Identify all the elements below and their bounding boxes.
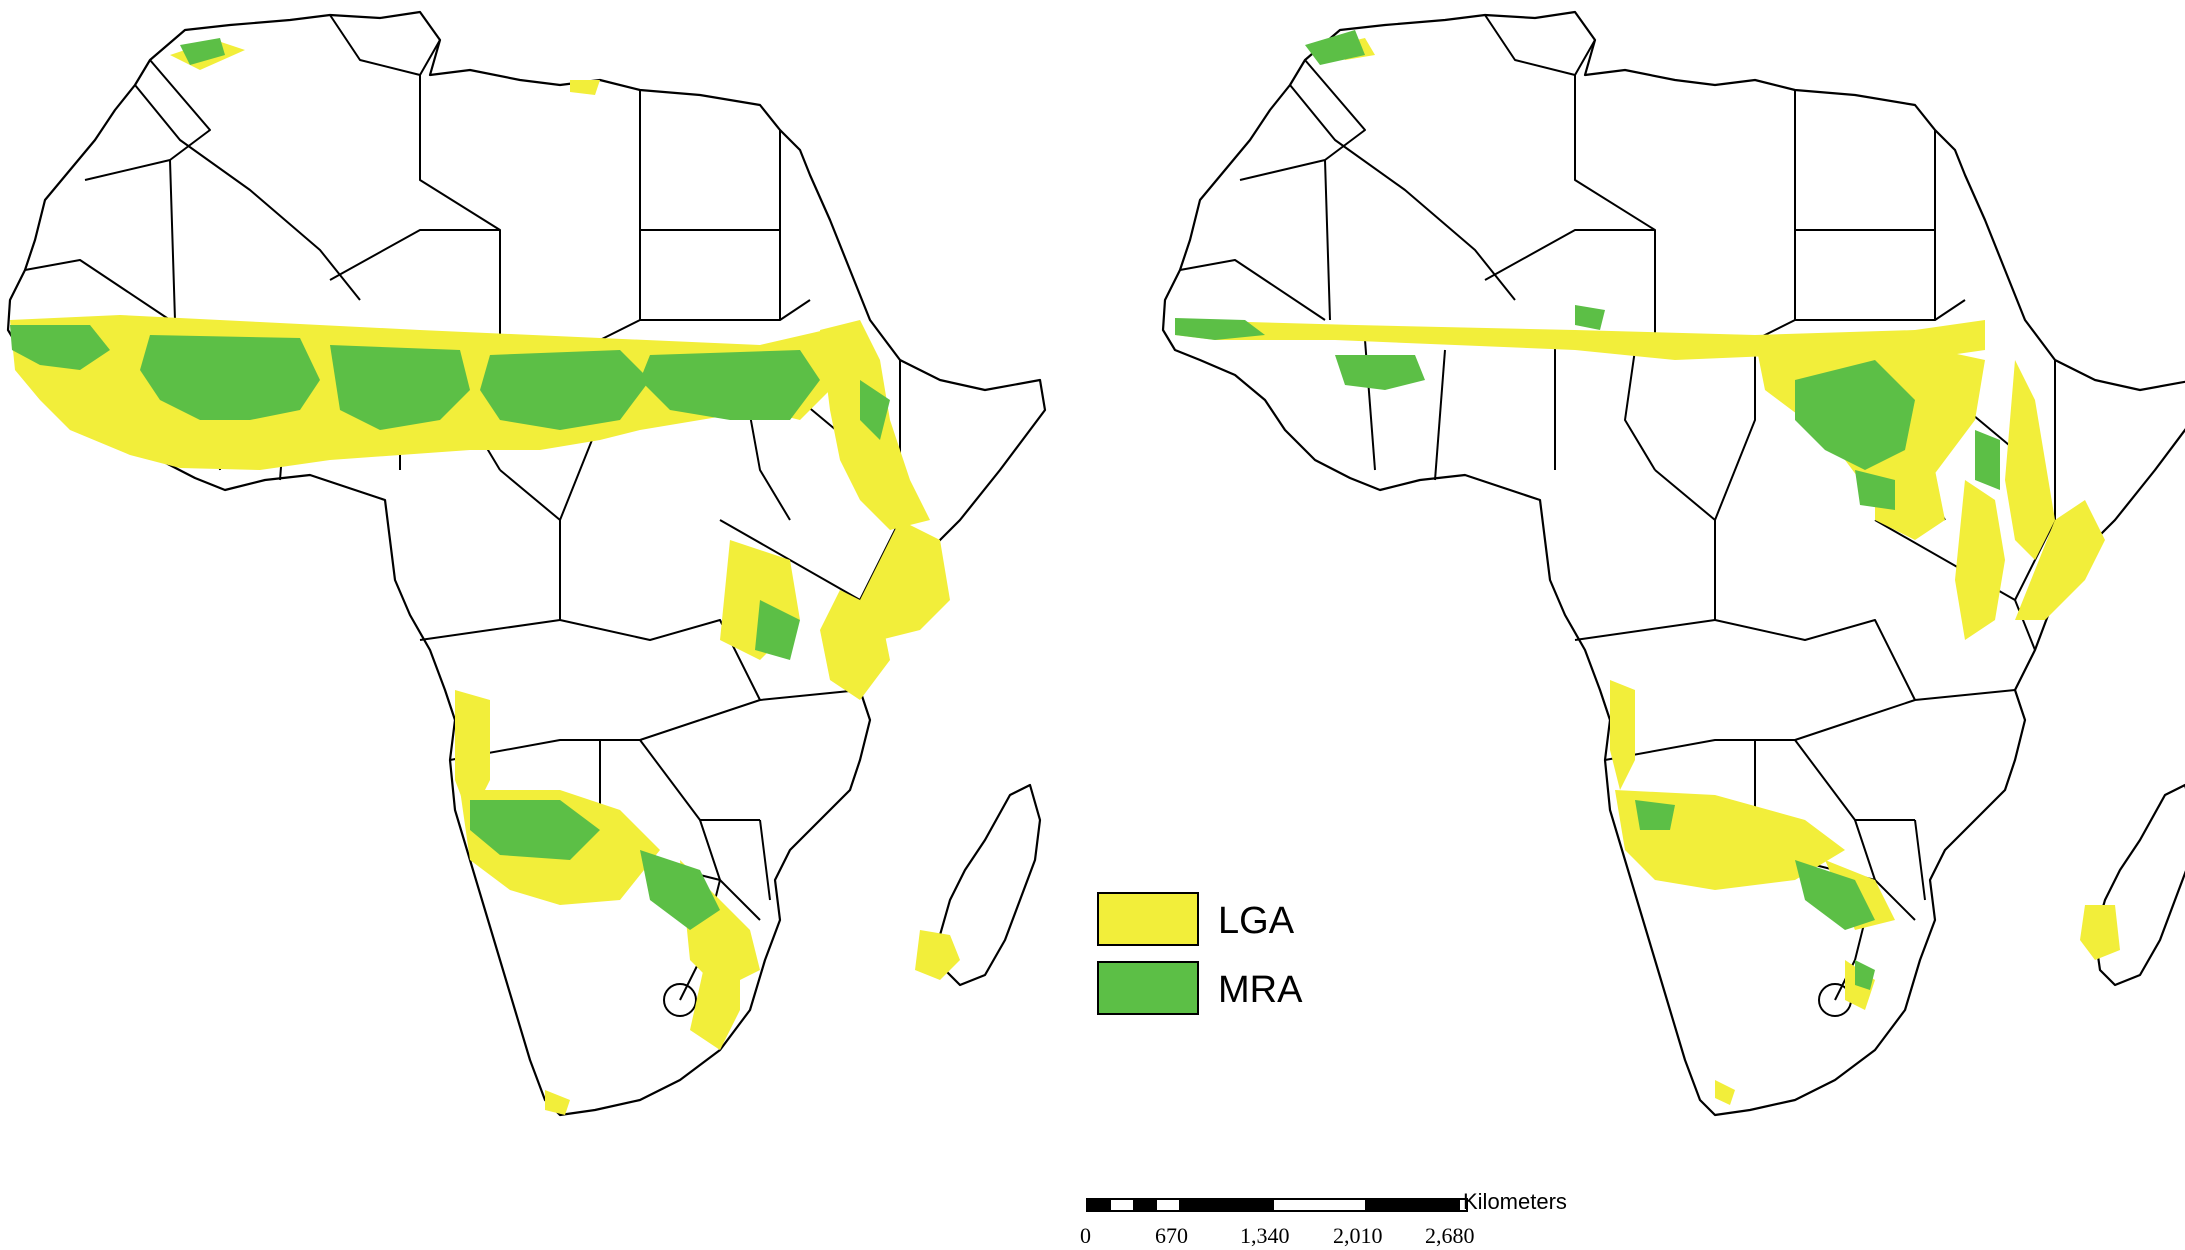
africa-outline <box>1161 10 2185 1117</box>
scale-tick: 670 <box>1155 1223 1188 1248</box>
legend: LGA MRA <box>1097 892 1303 1015</box>
scale-bar: Kilometers 0 670 1,340 2,010 2,680 <box>1080 1189 1567 1248</box>
mra-area <box>1175 30 2000 990</box>
mra-area <box>10 38 890 930</box>
scale-tick: 2,680 <box>1425 1223 1475 1248</box>
scale-tick: 2,010 <box>1333 1223 1383 1248</box>
legend-label-lga: LGA <box>1218 900 1295 942</box>
left-map <box>6 10 1047 1117</box>
legend-label-mra: MRA <box>1218 969 1303 1011</box>
scale-tick: 1,340 <box>1240 1223 1290 1248</box>
legend-swatch-mra <box>1097 961 1199 1015</box>
scale-unit-label: Kilometers <box>1463 1189 1567 1214</box>
scale-tick: 0 <box>1080 1223 1091 1248</box>
right-map <box>1161 10 2185 1117</box>
legend-swatch-lga <box>1097 892 1199 946</box>
